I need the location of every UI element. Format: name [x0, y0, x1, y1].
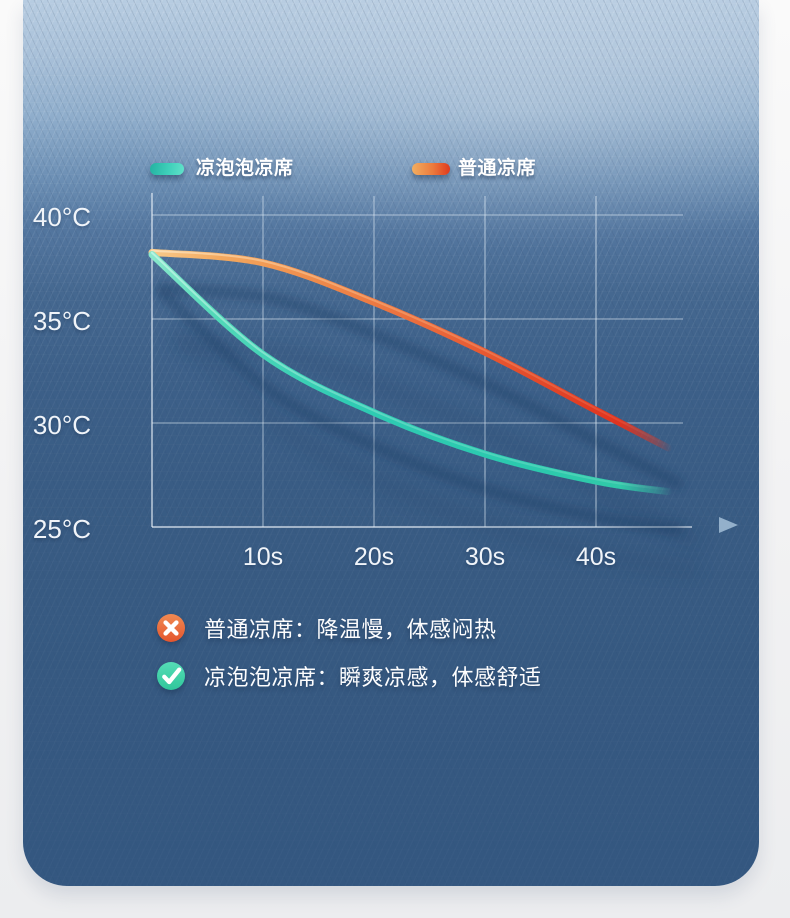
x-tick-20s: 20s — [353, 543, 395, 571]
y-tick-25c: 25°C — [32, 514, 91, 544]
y-tick-40c: 40°C — [32, 202, 91, 232]
temperature-chart — [148, 193, 738, 576]
curve-cool-bubble-mat — [148, 251, 673, 496]
cross-icon — [157, 614, 185, 642]
check-icon — [157, 662, 185, 690]
curve-ordinary-mat — [148, 248, 673, 452]
legend-label-cool-bubble-mat: 凉泡泡凉席 — [196, 158, 294, 179]
legend-label-ordinary-mat: 普通凉席 — [458, 158, 537, 179]
x-tick-10s: 10s — [242, 543, 284, 571]
chart-grid — [151, 193, 692, 528]
legend-swatch-ordinary-mat — [412, 163, 450, 175]
note-ordinary-mat: 普通凉席：降温慢，体感闷热 — [156, 612, 497, 644]
x-axis-arrow-icon — [719, 517, 738, 533]
x-tick-30s: 30s — [464, 543, 506, 571]
note-cool-bubble-mat: 凉泡泡凉席：瞬爽凉感，体感舒适 — [156, 660, 542, 692]
curve-shadows — [157, 283, 701, 576]
y-tick-35c: 35°C — [32, 306, 91, 336]
note-ordinary-mat-text: 普通凉席：降温慢，体感闷热 — [204, 617, 497, 642]
legend-swatch-cool-bubble-mat — [150, 163, 184, 175]
note-cool-bubble-mat-text: 凉泡泡凉席：瞬爽凉感，体感舒适 — [204, 665, 542, 690]
x-tick-40s: 40s — [575, 543, 617, 571]
fabric-background-card: 凉泡泡凉席 普通凉席 40°C 35°C 30°C 25°C 10s 20s 3… — [23, 0, 759, 886]
y-tick-30c: 30°C — [32, 410, 91, 440]
